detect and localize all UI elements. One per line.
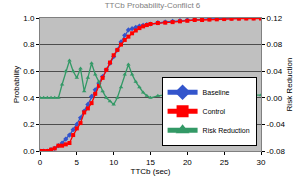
svg-text:0.8: 0.8 bbox=[23, 40, 35, 49]
svg-text:30: 30 bbox=[257, 158, 266, 167]
svg-text:0: 0 bbox=[38, 158, 43, 167]
svg-text:0.08: 0.08 bbox=[267, 40, 283, 49]
svg-text:0.4: 0.4 bbox=[23, 94, 35, 103]
svg-text:-0.04: -0.04 bbox=[267, 120, 286, 129]
svg-text:1.0: 1.0 bbox=[23, 14, 35, 23]
svg-text:0.00: 0.00 bbox=[267, 94, 283, 103]
svg-text:Baseline: Baseline bbox=[203, 89, 230, 96]
svg-text:Risk Reduction: Risk Reduction bbox=[203, 127, 250, 134]
svg-text:5: 5 bbox=[75, 158, 80, 167]
svg-text:0.04: 0.04 bbox=[267, 67, 283, 76]
svg-text:Probability: Probability bbox=[12, 66, 21, 103]
svg-text:25: 25 bbox=[220, 158, 229, 167]
svg-text:10: 10 bbox=[109, 158, 118, 167]
svg-text:-0.08: -0.08 bbox=[267, 147, 286, 156]
svg-text:TTCb Probability-Conflict 6: TTCb Probability-Conflict 6 bbox=[105, 1, 201, 10]
svg-text:Control: Control bbox=[203, 108, 226, 115]
svg-text:0.0: 0.0 bbox=[23, 147, 35, 156]
svg-text:0.6: 0.6 bbox=[23, 67, 35, 76]
svg-text:0.2: 0.2 bbox=[23, 120, 35, 129]
svg-text:TTCb (sec): TTCb (sec) bbox=[131, 167, 171, 176]
svg-text:20: 20 bbox=[183, 158, 192, 167]
svg-text:Risk Reduction: Risk Reduction bbox=[285, 58, 294, 112]
svg-text:0.12: 0.12 bbox=[267, 14, 283, 23]
svg-text:15: 15 bbox=[146, 158, 155, 167]
